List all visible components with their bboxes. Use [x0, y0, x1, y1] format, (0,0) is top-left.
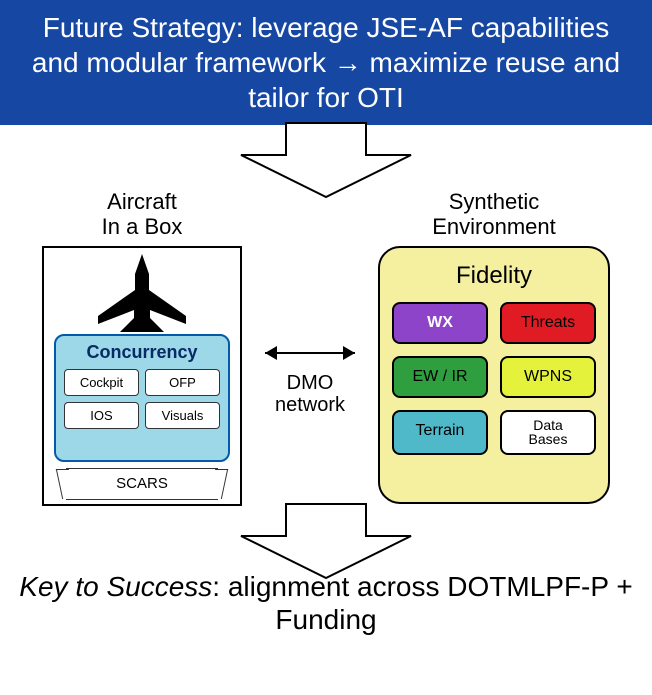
- syn-l2: Environment: [432, 214, 556, 239]
- synthetic-env-col: Synthetic Environment Fidelity WX Threats…: [378, 189, 610, 504]
- aib-box: Concurrency Cockpit OFP IOS Visuals SCAR…: [42, 246, 242, 506]
- dmo-l2: network: [275, 394, 345, 416]
- chip-cockpit: Cockpit: [64, 369, 139, 396]
- syn-l1: Synthetic: [449, 189, 540, 214]
- scars-base: SCARS: [66, 468, 218, 500]
- tile-data-bases: DataBases: [500, 410, 596, 455]
- concurrency-grid: Cockpit OFP IOS Visuals: [64, 369, 220, 429]
- chip-ios: IOS: [64, 402, 139, 429]
- fidelity-grid: WX Threats EW / IR WPNS Terrain DataBases: [392, 302, 596, 455]
- aib-label: Aircraft In a Box: [42, 189, 242, 240]
- fidelity-box: Fidelity WX Threats EW / IR WPNS Terrain Data…: [378, 246, 610, 504]
- strategy-banner: Future Strategy: leverage JSE-AF capabil…: [0, 0, 652, 125]
- chip-ofp: OFP: [145, 369, 220, 396]
- aib-label-l2: In a Box: [102, 214, 183, 239]
- tile-ew-ir: EW / IR: [392, 356, 488, 398]
- double-arrow-icon: [251, 339, 369, 367]
- fidelity-title: Fidelity: [392, 262, 596, 290]
- dmo-l1: DMO: [287, 372, 334, 394]
- tile-terrain: Terrain: [392, 410, 488, 455]
- syn-label: Synthetic Environment: [378, 189, 610, 240]
- tile-threats: Threats: [500, 302, 596, 344]
- footer-text: Key to Success: alignment across DOTMLPF…: [0, 570, 652, 637]
- concurrency-title: Concurrency: [64, 342, 220, 363]
- dmo-network-col: DMO network: [250, 279, 370, 416]
- aib-label-l1: Aircraft: [107, 189, 177, 214]
- concurrency-panel: Concurrency Cockpit OFP IOS Visuals: [54, 334, 230, 462]
- jet-icon: [92, 252, 192, 336]
- footer-italic: Key to Success: [19, 571, 212, 602]
- main-row: Aircraft In a Box Concurrency Cockpit OF…: [0, 189, 652, 506]
- tile-wx: WX: [392, 302, 488, 344]
- chip-visuals: Visuals: [145, 402, 220, 429]
- dmo-label: DMO network: [250, 372, 370, 416]
- tile-wpns: WPNS: [500, 356, 596, 398]
- footer-rest: : alignment across DOTMLPF-P + Funding: [212, 571, 632, 636]
- aircraft-in-a-box-col: Aircraft In a Box Concurrency Cockpit OF…: [42, 189, 242, 506]
